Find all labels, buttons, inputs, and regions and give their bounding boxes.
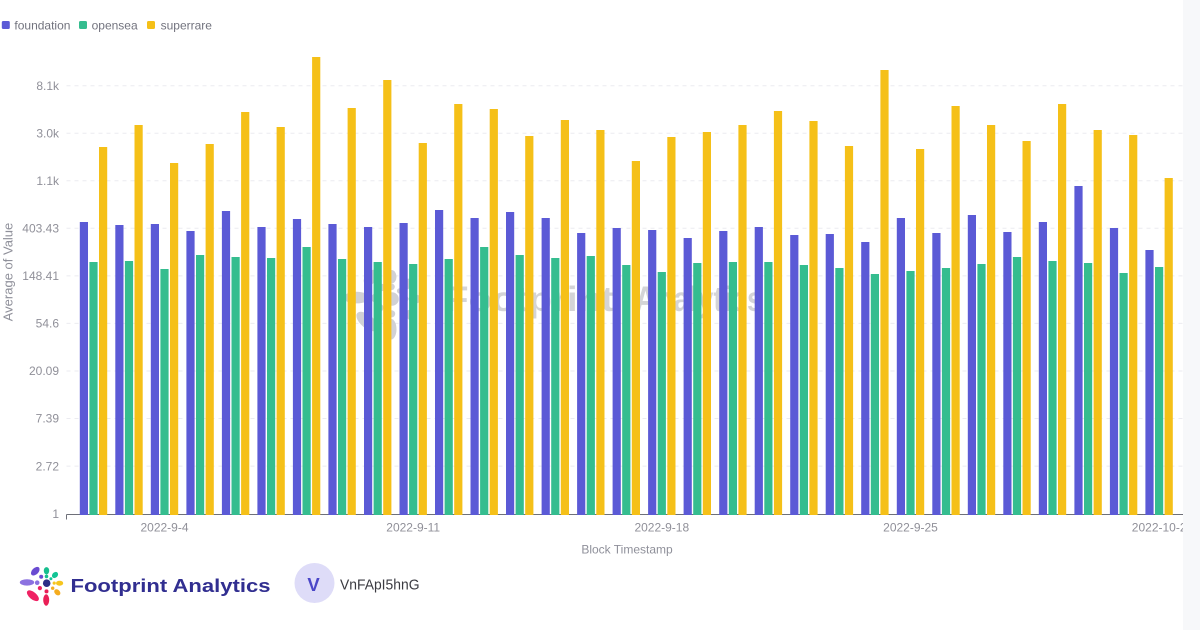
svg-text:148.41: 148.41 [22, 269, 59, 283]
svg-text:Block Timestamp: Block Timestamp [581, 543, 673, 557]
svg-text:2022-9-4: 2022-9-4 [140, 521, 188, 535]
svg-text:opensea: opensea [92, 18, 138, 32]
svg-text:1: 1 [52, 507, 59, 521]
svg-text:2022-9-11: 2022-9-11 [386, 521, 440, 535]
svg-text:VnFApI5hnG: VnFApI5hnG [340, 576, 420, 593]
svg-text:54.6: 54.6 [36, 317, 60, 331]
svg-text:2.72: 2.72 [36, 459, 60, 473]
svg-text:8.1k: 8.1k [36, 79, 60, 93]
svg-text:2022-10-2: 2022-10-2 [1132, 521, 1187, 535]
svg-text:403.43: 403.43 [22, 222, 59, 236]
svg-text:Average of Value: Average of Value [1, 223, 16, 322]
svg-text:7.39: 7.39 [36, 412, 60, 426]
svg-text:V: V [307, 574, 320, 595]
svg-text:20.09: 20.09 [29, 364, 59, 378]
svg-text:superrare: superrare [161, 18, 213, 32]
svg-text:2022-9-25: 2022-9-25 [883, 521, 938, 535]
svg-text:2022-9-18: 2022-9-18 [634, 521, 689, 535]
svg-text:foundation: foundation [14, 18, 70, 32]
svg-text:Footprint Analytics: Footprint Analytics [71, 575, 271, 596]
svg-text:3.0k: 3.0k [36, 126, 60, 140]
svg-text:1.1k: 1.1k [36, 174, 60, 188]
